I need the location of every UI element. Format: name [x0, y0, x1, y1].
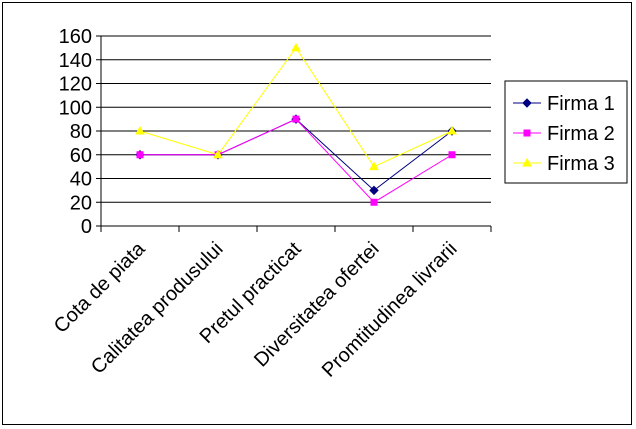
- legend-entry: Firma 3: [513, 153, 615, 175]
- data-point-marker: [135, 125, 145, 135]
- legend-entry: Firma 2: [513, 123, 615, 145]
- y-tick-label: 160: [59, 26, 92, 48]
- legend: Firma 1 Firma 2 Firma 3: [504, 80, 628, 184]
- legend-entry: Firma 1: [513, 93, 615, 115]
- series-lines: [135, 42, 457, 206]
- series-firma-2: [136, 115, 456, 206]
- y-tick-label: 100: [59, 97, 92, 119]
- x-tick-label: Promtitudinea livrarii: [318, 238, 462, 382]
- y-tick-label: 60: [70, 145, 92, 167]
- y-tick-label: 40: [70, 169, 92, 191]
- data-point-marker: [523, 129, 531, 137]
- legend-label: Firma 2: [547, 123, 615, 145]
- y-tick-label: 0: [81, 216, 92, 238]
- chart-frame: 0 20 40 60 80 100 120 140 160 Cota de piata Calit…: [2, 2, 632, 425]
- x-tick-label: Calitatea produsului: [87, 238, 228, 379]
- legend-label: Firma 3: [547, 153, 615, 175]
- data-point-marker: [448, 151, 456, 159]
- data-point-marker: [213, 149, 223, 159]
- data-point-marker: [291, 42, 301, 52]
- y-tick-label: 120: [59, 74, 92, 96]
- data-point-marker: [447, 125, 457, 135]
- y-tick-label: 140: [59, 50, 92, 72]
- data-point-marker: [292, 115, 300, 123]
- data-point-marker: [369, 161, 379, 171]
- y-tick-label: 80: [70, 121, 92, 143]
- series-line: [140, 118, 453, 203]
- data-point-marker: [522, 157, 532, 167]
- axes: [96, 35, 492, 232]
- data-point-marker: [522, 98, 532, 108]
- y-tick-label: 20: [70, 192, 92, 214]
- data-point-marker: [369, 185, 379, 196]
- data-point-marker: [370, 198, 378, 206]
- legend-label: Firma 1: [547, 93, 615, 115]
- series-firma-3: [135, 42, 457, 171]
- data-point-marker: [136, 151, 144, 159]
